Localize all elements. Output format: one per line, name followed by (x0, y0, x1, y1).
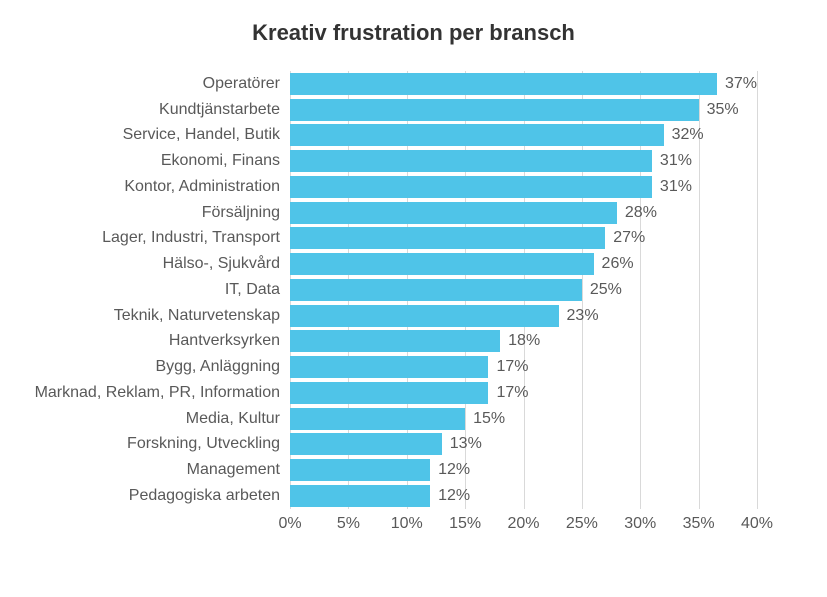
bar-row: Marknad, Reklam, PR, Information17% (290, 382, 757, 404)
x-axis: 0%5%10%15%20%25%30%35%40% (290, 509, 757, 551)
bar (290, 124, 664, 146)
category-label: Forskning, Utveckling (30, 435, 290, 453)
category-label: Pedagogiska arbeten (30, 487, 290, 505)
plot-area: Operatörer37% Kundtjänstarbete35% Service,… (290, 71, 757, 551)
value-label: 15% (465, 410, 505, 428)
category-label: IT, Data (30, 281, 290, 299)
bar-row: IT, Data25% (290, 279, 757, 301)
bar (290, 150, 652, 172)
x-tick-label: 0% (278, 515, 301, 533)
bars-group: Operatörer37% Kundtjänstarbete35% Service,… (290, 71, 757, 509)
bar (290, 279, 582, 301)
bar (290, 253, 594, 275)
bar (290, 73, 717, 95)
value-label: 17% (488, 358, 528, 376)
grid-line (757, 71, 758, 509)
bar-row: Teknik, Naturvetenskap23% (290, 305, 757, 327)
bar-row: Försäljning28% (290, 202, 757, 224)
chart-title: Kreativ frustration per bransch (30, 20, 797, 46)
bar-row: Hälso-, Sjukvård26% (290, 253, 757, 275)
x-tick-label: 10% (391, 515, 423, 533)
chart-container: Kreativ frustration per bransch Operatör… (0, 0, 827, 597)
category-label: Teknik, Naturvetenskap (30, 307, 290, 325)
value-label: 17% (488, 384, 528, 402)
bar-row: Operatörer37% (290, 73, 757, 95)
bar-row: Forskning, Utveckling13% (290, 433, 757, 455)
bar-row: Pedagogiska arbeten12% (290, 485, 757, 507)
category-label: Operatörer (30, 75, 290, 93)
x-tick-label: 40% (741, 515, 773, 533)
value-label: 12% (430, 461, 470, 479)
value-label: 25% (582, 281, 622, 299)
bar (290, 382, 488, 404)
bar (290, 99, 699, 121)
category-label: Bygg, Anläggning (30, 358, 290, 376)
category-label: Management (30, 461, 290, 479)
bar (290, 485, 430, 507)
value-label: 26% (594, 255, 634, 273)
value-label: 37% (717, 75, 757, 93)
bar (290, 433, 442, 455)
value-label: 27% (605, 229, 645, 247)
bar (290, 227, 605, 249)
value-label: 32% (664, 126, 704, 144)
x-tick-label: 5% (337, 515, 360, 533)
x-tick-label: 15% (449, 515, 481, 533)
bar-row: Lager, Industri, Transport27% (290, 227, 757, 249)
value-label: 35% (699, 101, 739, 119)
bar-row: Kontor, Administration31% (290, 176, 757, 198)
bar (290, 408, 465, 430)
bar (290, 356, 488, 378)
category-label: Hantverksyrken (30, 332, 290, 350)
bar-row: Service, Handel, Butik32% (290, 124, 757, 146)
bar (290, 330, 500, 352)
category-label: Försäljning (30, 204, 290, 222)
bar-row: Media, Kultur15% (290, 408, 757, 430)
x-tick-label: 35% (683, 515, 715, 533)
value-label: 18% (500, 332, 540, 350)
category-label: Kontor, Administration (30, 178, 290, 196)
category-label: Media, Kultur (30, 410, 290, 428)
category-label: Marknad, Reklam, PR, Information (30, 384, 290, 402)
value-label: 23% (559, 307, 599, 325)
category-label: Ekonomi, Finans (30, 152, 290, 170)
category-label: Kundtjänstarbete (30, 101, 290, 119)
bar-row: Management12% (290, 459, 757, 481)
bar (290, 202, 617, 224)
bar-row: Kundtjänstarbete35% (290, 99, 757, 121)
bar (290, 176, 652, 198)
bar-row: Hantverksyrken18% (290, 330, 757, 352)
x-tick-label: 30% (624, 515, 656, 533)
value-label: 28% (617, 204, 657, 222)
category-label: Service, Handel, Butik (30, 126, 290, 144)
value-label: 12% (430, 487, 470, 505)
x-tick-label: 20% (507, 515, 539, 533)
value-label: 13% (442, 435, 482, 453)
bar-row: Ekonomi, Finans31% (290, 150, 757, 172)
value-label: 31% (652, 152, 692, 170)
category-label: Lager, Industri, Transport (30, 229, 290, 247)
bar (290, 305, 559, 327)
bar (290, 459, 430, 481)
bar-row: Bygg, Anläggning17% (290, 356, 757, 378)
category-label: Hälso-, Sjukvård (30, 255, 290, 273)
value-label: 31% (652, 178, 692, 196)
x-tick-label: 25% (566, 515, 598, 533)
